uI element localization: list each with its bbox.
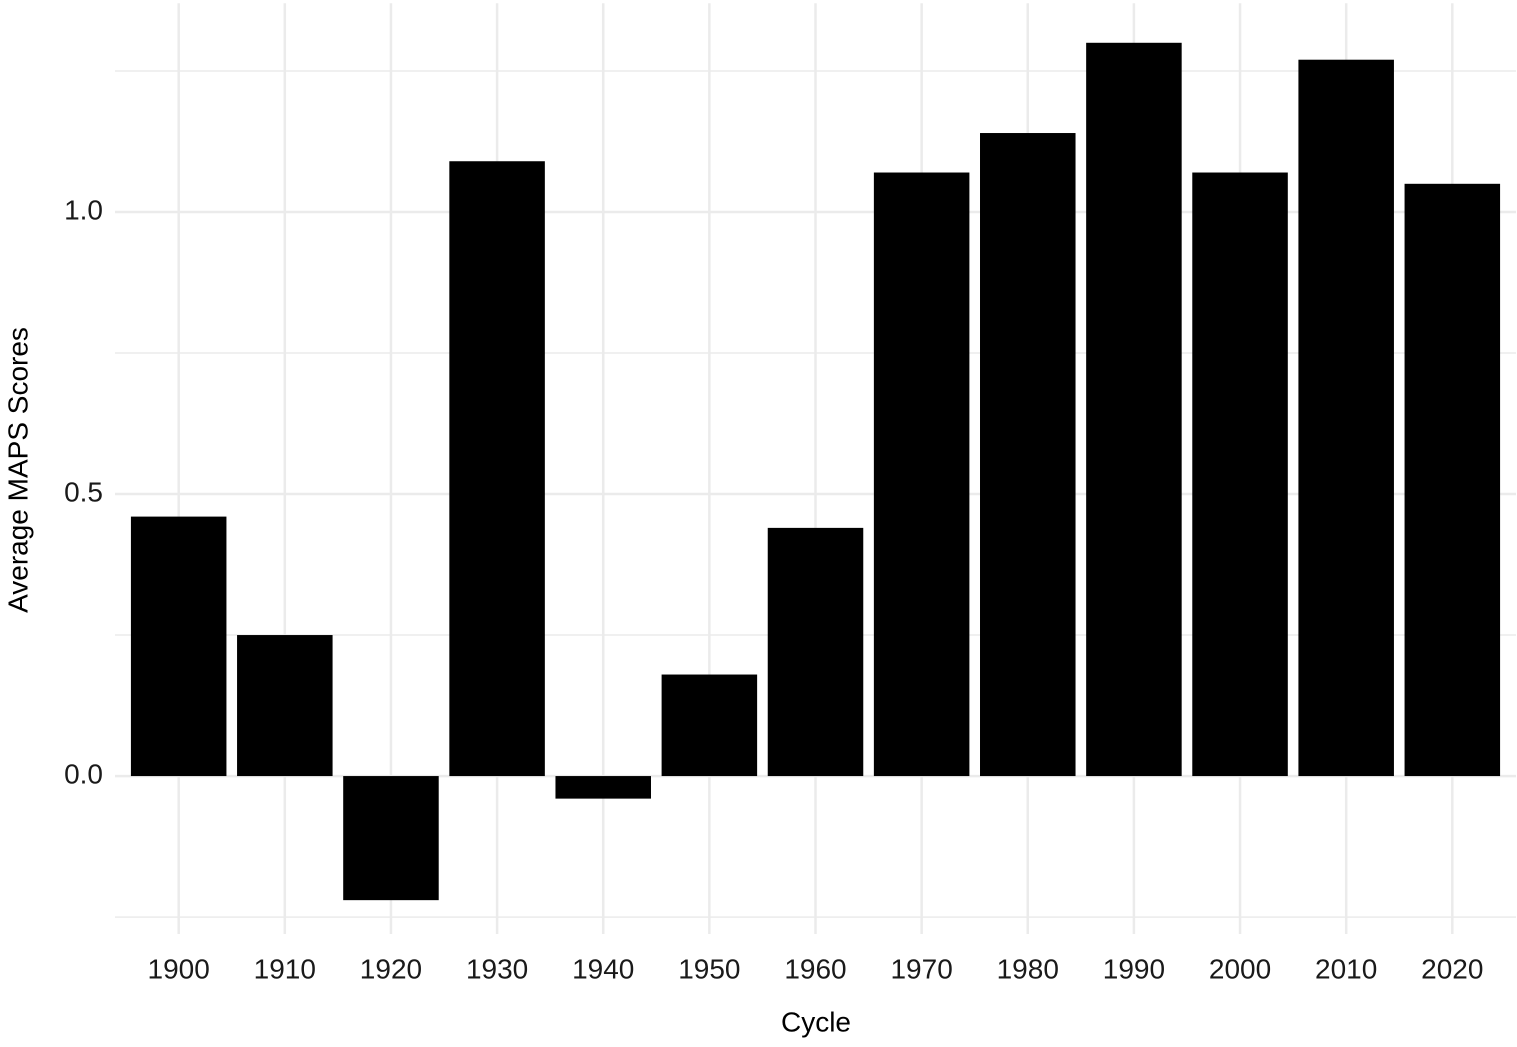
bars xyxy=(130,42,1501,901)
bar xyxy=(130,516,227,777)
bar xyxy=(1298,59,1394,777)
x-tick-label: 1940 xyxy=(572,953,634,984)
y-tick-label: 1.0 xyxy=(64,194,103,225)
bar xyxy=(1404,183,1501,777)
bar xyxy=(1086,42,1182,777)
x-tick-label: 1980 xyxy=(997,953,1059,984)
bar xyxy=(980,133,1076,777)
x-tick-label: 1950 xyxy=(678,953,740,984)
x-tick-label: 2020 xyxy=(1421,953,1483,984)
bar xyxy=(449,161,545,777)
bar xyxy=(555,776,651,799)
bar xyxy=(873,172,970,777)
x-tick-label: 2000 xyxy=(1209,953,1271,984)
x-tick-label: 1900 xyxy=(148,953,210,984)
y-tick-label: 0.5 xyxy=(64,476,103,507)
x-tick-label: 2010 xyxy=(1315,953,1377,984)
x-tick-label: 1960 xyxy=(784,953,846,984)
x-tick-label: 1910 xyxy=(254,953,316,984)
bar xyxy=(661,674,758,777)
x-tick-label: 1970 xyxy=(890,953,952,984)
y-axis-title: Average MAPS Scores xyxy=(2,327,33,613)
x-tick-label: 1990 xyxy=(1103,953,1165,984)
x-axis-title: Cycle xyxy=(781,1006,851,1037)
y-tick-label: 0.0 xyxy=(64,758,103,789)
bar xyxy=(343,776,439,901)
bar xyxy=(1192,172,1288,777)
x-tick-label: 1920 xyxy=(360,953,422,984)
bar xyxy=(237,635,333,777)
bar xyxy=(767,527,864,777)
x-tick-label: 1930 xyxy=(466,953,528,984)
